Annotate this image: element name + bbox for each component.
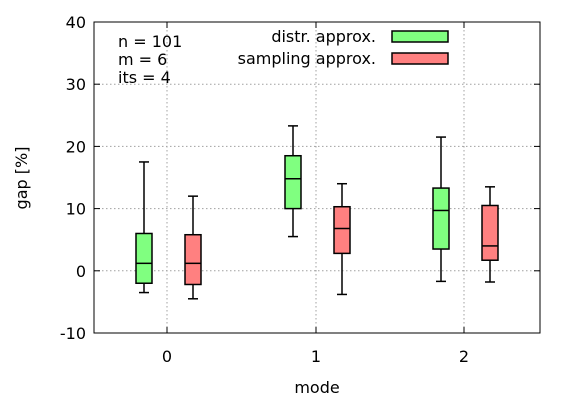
x-axis-label: mode [294,378,339,397]
box-1-1 [333,182,351,296]
annotation-its: its = 4 [118,68,171,87]
box-1-0 [184,195,202,300]
boxes [135,125,499,300]
box-0-0 [135,161,153,294]
plot-frame [93,21,541,334]
box-iqr [481,204,499,261]
y-axis: -10 0 10 20 30 40 [60,13,540,343]
x-tick-label: 0 [162,347,172,366]
box-iqr [284,154,302,210]
legend-label-distr: distr. approx. [271,27,376,46]
x-tick-label: 1 [311,347,321,366]
box-iqr [432,187,450,250]
legend-swatch-distr [391,30,449,43]
y-tick-label: 0 [76,262,86,281]
x-tick-label: 2 [459,347,469,366]
box-0-2 [432,136,450,283]
box-0-1 [284,125,302,238]
y-tick-label: -10 [60,324,86,343]
y-tick-label: 30 [66,75,86,94]
box-iqr [333,205,351,255]
annotation-m: m = 6 [118,50,167,69]
box-iqr [184,233,202,286]
y-tick-label: 40 [66,13,86,32]
legend: distr. approx. sampling approx. [238,27,449,68]
box-iqr [135,232,153,284]
legend-label-sampling: sampling approx. [238,49,376,68]
y-tick-label: 20 [66,137,86,156]
y-axis-label: gap [%] [12,147,31,210]
y-tick-label: 10 [66,200,86,219]
legend-swatch-sampling [391,52,449,65]
x-axis: 0 1 2 [162,22,469,366]
annotation-n: n = 101 [118,32,182,51]
box-1-2 [481,186,499,283]
